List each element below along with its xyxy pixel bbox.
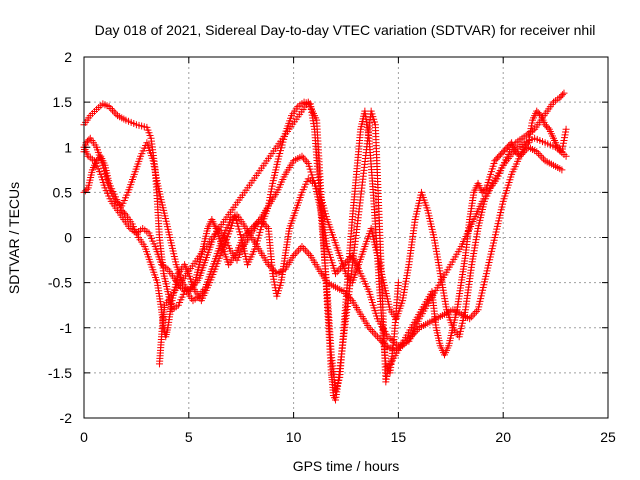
- data-point: [110, 108, 118, 116]
- data-point: [295, 246, 303, 254]
- data-point: [536, 151, 544, 159]
- data-points: [80, 89, 570, 404]
- chart-title: Day 018 of 2021, Sidereal Day-to-day VTE…: [95, 22, 596, 38]
- data-point: [305, 250, 313, 258]
- series-satellite-track-4: [80, 89, 568, 341]
- data-point: [249, 223, 257, 231]
- data-point: [394, 279, 402, 287]
- series-satellite-track-5: [155, 98, 570, 404]
- x-tick-label: 25: [600, 429, 616, 445]
- y-tick-label: 1: [64, 139, 72, 155]
- data-point: [308, 171, 316, 179]
- data-point: [112, 110, 120, 118]
- x-tick-label: 15: [391, 429, 407, 445]
- data-point: [368, 327, 376, 335]
- data-point: [305, 162, 313, 170]
- data-point: [307, 168, 315, 176]
- data-point: [539, 155, 547, 163]
- data-point: [558, 166, 566, 174]
- data-point: [85, 136, 93, 144]
- y-axis-title: SDTVAR / TECUs: [6, 182, 22, 294]
- data-point: [243, 230, 251, 238]
- x-axis-title: GPS time / hours: [293, 458, 400, 474]
- data-point: [372, 331, 380, 339]
- data-point: [370, 329, 378, 337]
- data-point: [562, 125, 570, 133]
- data-point: [471, 309, 479, 317]
- data-point: [121, 209, 129, 217]
- data-point: [523, 140, 531, 148]
- data-point: [559, 91, 567, 99]
- data-point: [261, 221, 269, 229]
- data-point: [259, 219, 267, 227]
- y-tick-label: -2: [60, 410, 73, 426]
- data-point: [290, 252, 298, 260]
- y-tick-label: -1.5: [48, 365, 72, 381]
- y-tick-label: -1: [60, 320, 73, 336]
- data-point: [105, 103, 113, 111]
- data-point: [303, 248, 311, 256]
- x-tick-label: 5: [185, 429, 193, 445]
- data-point: [533, 148, 541, 156]
- y-tick-label: 0.5: [53, 184, 73, 200]
- data-point: [412, 327, 420, 335]
- axis-ticks: 0 5 10 15 20 25 -2 -1.5 -1 -0.5 0 0.5 1 1.5 2: [48, 49, 616, 445]
- data-point: [538, 153, 546, 161]
- data-point: [253, 219, 261, 227]
- data-point: [107, 104, 115, 112]
- data-point: [534, 150, 542, 158]
- data-point: [258, 217, 266, 225]
- data-point: [410, 329, 418, 337]
- data-point: [536, 110, 544, 118]
- data-point: [466, 315, 474, 323]
- data-point: [544, 124, 552, 132]
- data-point: [467, 313, 475, 321]
- x-tick-label: 0: [80, 429, 88, 445]
- y-tick-label: 0: [64, 230, 72, 246]
- data-point: [248, 224, 256, 232]
- data-point: [333, 268, 341, 276]
- data-point: [301, 246, 309, 254]
- data-point: [300, 244, 308, 252]
- data-point: [414, 326, 422, 334]
- x-tick-label: 10: [286, 429, 302, 445]
- data-point: [291, 250, 299, 258]
- data-point: [263, 223, 271, 231]
- data-point: [246, 226, 254, 234]
- data-point: [481, 185, 489, 193]
- x-tick-label: 20: [495, 429, 511, 445]
- data-point: [367, 326, 375, 334]
- data-point: [303, 158, 311, 166]
- data-point: [244, 228, 252, 236]
- data-point: [560, 89, 568, 97]
- y-tick-label: -0.5: [48, 275, 72, 291]
- data-point: [241, 232, 249, 240]
- data-point: [373, 333, 381, 341]
- y-tick-label: 1.5: [53, 94, 73, 110]
- data-point: [472, 308, 480, 316]
- data-point: [239, 234, 247, 241]
- data-point: [365, 324, 373, 332]
- data-point: [298, 243, 306, 251]
- data-point: [342, 289, 350, 297]
- data-point: [256, 215, 264, 223]
- data-point: [293, 248, 301, 256]
- data-point: [306, 165, 314, 173]
- data-point: [304, 159, 312, 167]
- data-point: [298, 152, 306, 160]
- data-point: [562, 152, 570, 160]
- data-point: [332, 270, 340, 278]
- data-point: [300, 154, 308, 162]
- y-tick-label: 2: [64, 49, 72, 65]
- series-satellite-track-1: [80, 98, 402, 395]
- data-point: [251, 221, 259, 229]
- data-point: [469, 311, 477, 319]
- data-point: [375, 335, 383, 343]
- data-point: [301, 156, 309, 164]
- data-point: [109, 106, 117, 114]
- data-point: [335, 266, 343, 274]
- data-point: [407, 333, 415, 341]
